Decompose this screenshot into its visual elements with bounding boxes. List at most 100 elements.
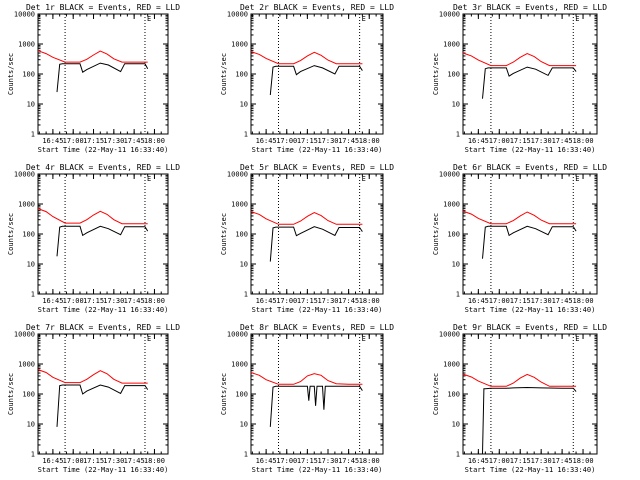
x-tick-label: 17:00 xyxy=(489,297,510,305)
y-tick-label: 1 xyxy=(456,291,460,299)
y-tick-label: 100 xyxy=(22,71,35,79)
x-tick-label: 17:15 xyxy=(297,297,318,305)
y-tick-label: 100 xyxy=(235,71,248,79)
x-tick-label: 17:00 xyxy=(276,137,297,145)
y-axis-label: Counts/sec xyxy=(220,53,228,95)
y-tick-label: 1000 xyxy=(18,201,35,209)
y-tick-label: 10 xyxy=(27,101,35,109)
y-tick-label: 1000 xyxy=(231,41,248,49)
x-tick-label: 17:00 xyxy=(63,297,84,305)
x-tick-label: 17:30 xyxy=(531,457,552,465)
y-tick-label: 1000 xyxy=(18,41,35,49)
y-tick-label: 10000 xyxy=(439,11,460,19)
y-tick-label: 100 xyxy=(235,231,248,239)
x-axis-label: Start Time (22-May-11 16:33:40) xyxy=(38,146,169,154)
y-tick-label: 1000 xyxy=(231,361,248,369)
x-tick-label: 17:15 xyxy=(83,457,104,465)
series-events-line xyxy=(269,65,363,96)
series-events-line xyxy=(269,226,363,262)
x-tick-label: 17:15 xyxy=(510,457,531,465)
x-tick-label: 17:15 xyxy=(297,457,318,465)
x-tick-label: 17:45 xyxy=(124,297,145,305)
x-axis-label: Start Time (22-May-11 16:33:40) xyxy=(38,466,169,474)
y-tick-label: 1 xyxy=(31,131,35,139)
y-axis-label: Counts/sec xyxy=(7,213,15,255)
x-tick-label: 17:45 xyxy=(124,137,145,145)
x-tick-label: 17:45 xyxy=(338,137,359,145)
series-lld-line xyxy=(462,373,577,387)
x-axis-label: Start Time (22-May-11 16:33:40) xyxy=(38,306,169,314)
y-tick-label: 1 xyxy=(31,451,35,459)
x-tick-label: 17:00 xyxy=(489,137,510,145)
panel-det-7: Det 7r BLACK = Events, RED = LLD 1 10 100 10… xyxy=(7,323,180,474)
x-tick-label: 18:00 xyxy=(359,457,380,465)
series-events-line xyxy=(56,384,149,427)
chart-title: Det 1r BLACK = Events, RED = LLD xyxy=(26,3,180,12)
y-tick-label: 10000 xyxy=(227,331,248,339)
series-events-line xyxy=(56,225,149,257)
x-tick-label: 17:30 xyxy=(317,297,338,305)
y-tick-label: 10 xyxy=(240,261,248,269)
x-tick-label: 17:00 xyxy=(63,457,84,465)
series-lld-line xyxy=(250,51,363,65)
x-tick-label: 16:45 xyxy=(42,137,63,145)
y-tick-label: 10 xyxy=(452,421,460,429)
panel-det-6: Det 6r BLACK = Events, RED = LLD 1 10 100 10… xyxy=(432,163,607,314)
x-tick-label: 18:00 xyxy=(573,297,594,305)
y-tick-label: 10 xyxy=(27,261,35,269)
y-axis-label: Counts/sec xyxy=(220,373,228,415)
x-tick-label: 17:45 xyxy=(552,457,573,465)
x-axis-label: Start Time (22-May-11 16:33:40) xyxy=(252,146,383,154)
series-events-line xyxy=(482,386,577,455)
y-tick-label: 10000 xyxy=(439,171,460,179)
series-lld-line xyxy=(462,210,577,225)
y-axis-label: Counts/sec xyxy=(7,53,15,95)
panel-det-2: Det 2r BLACK = Events, RED = LLD 1 10 100 10… xyxy=(220,3,394,154)
y-tick-label: 100 xyxy=(22,391,35,399)
series-events-line xyxy=(482,66,577,99)
y-tick-label: 1000 xyxy=(231,201,248,209)
y-axis-label: Counts/sec xyxy=(432,213,440,255)
panel-det-8: Det 8r BLACK = Events, RED = LLD 1 10 100 10… xyxy=(220,323,394,474)
x-tick-label: 17:15 xyxy=(83,297,104,305)
x-tick-label: 17:00 xyxy=(276,297,297,305)
y-axis-label: Counts/sec xyxy=(432,373,440,415)
x-axis-label: Start Time (22-May-11 16:33:40) xyxy=(465,306,596,314)
series-events-line xyxy=(56,62,149,93)
y-axis-label: Counts/sec xyxy=(7,373,15,415)
event-marker-label: E xyxy=(575,15,579,23)
x-tick-label: 17:15 xyxy=(510,137,531,145)
x-tick-label: 16:45 xyxy=(42,297,63,305)
chart-title: Det 8r BLACK = Events, RED = LLD xyxy=(240,323,394,332)
y-tick-label: 10 xyxy=(452,101,460,109)
event-marker-label: E xyxy=(362,175,366,183)
series-events-line xyxy=(269,385,363,427)
panel-det-5: Det 5r BLACK = Events, RED = LLD 1 10 100 10… xyxy=(220,163,394,314)
x-tick-label: 17:30 xyxy=(531,297,552,305)
event-marker-label: E xyxy=(147,15,151,23)
x-tick-label: 18:00 xyxy=(573,137,594,145)
series-lld-line xyxy=(250,372,363,385)
event-marker-label: E xyxy=(147,175,151,183)
chart-title: Det 9r BLACK = Events, RED = LLD xyxy=(453,323,607,332)
x-axis-label: Start Time (22-May-11 16:33:40) xyxy=(465,146,596,154)
event-marker-label: E xyxy=(362,335,366,343)
chart-title: Det 7r BLACK = Events, RED = LLD xyxy=(26,323,180,332)
event-marker-label: E xyxy=(575,175,579,183)
y-tick-label: 100 xyxy=(22,231,35,239)
x-tick-label: 17:45 xyxy=(338,297,359,305)
x-tick-label: 17:30 xyxy=(317,137,338,145)
x-tick-label: 18:00 xyxy=(144,137,165,145)
panel-det-3: Det 3r BLACK = Events, RED = LLD 1 10 100 10… xyxy=(432,3,607,154)
y-tick-label: 10000 xyxy=(439,331,460,339)
y-tick-label: 10 xyxy=(452,261,460,269)
plot-frame xyxy=(250,173,384,295)
panel-det-4: Det 4r BLACK = Events, RED = LLD 1 10 100 10… xyxy=(7,163,180,314)
y-tick-label: 10 xyxy=(27,421,35,429)
y-tick-label: 1 xyxy=(244,451,248,459)
y-tick-label: 100 xyxy=(447,71,460,79)
x-tick-label: 16:45 xyxy=(42,457,63,465)
y-tick-label: 100 xyxy=(447,391,460,399)
series-lld-line xyxy=(37,50,148,63)
